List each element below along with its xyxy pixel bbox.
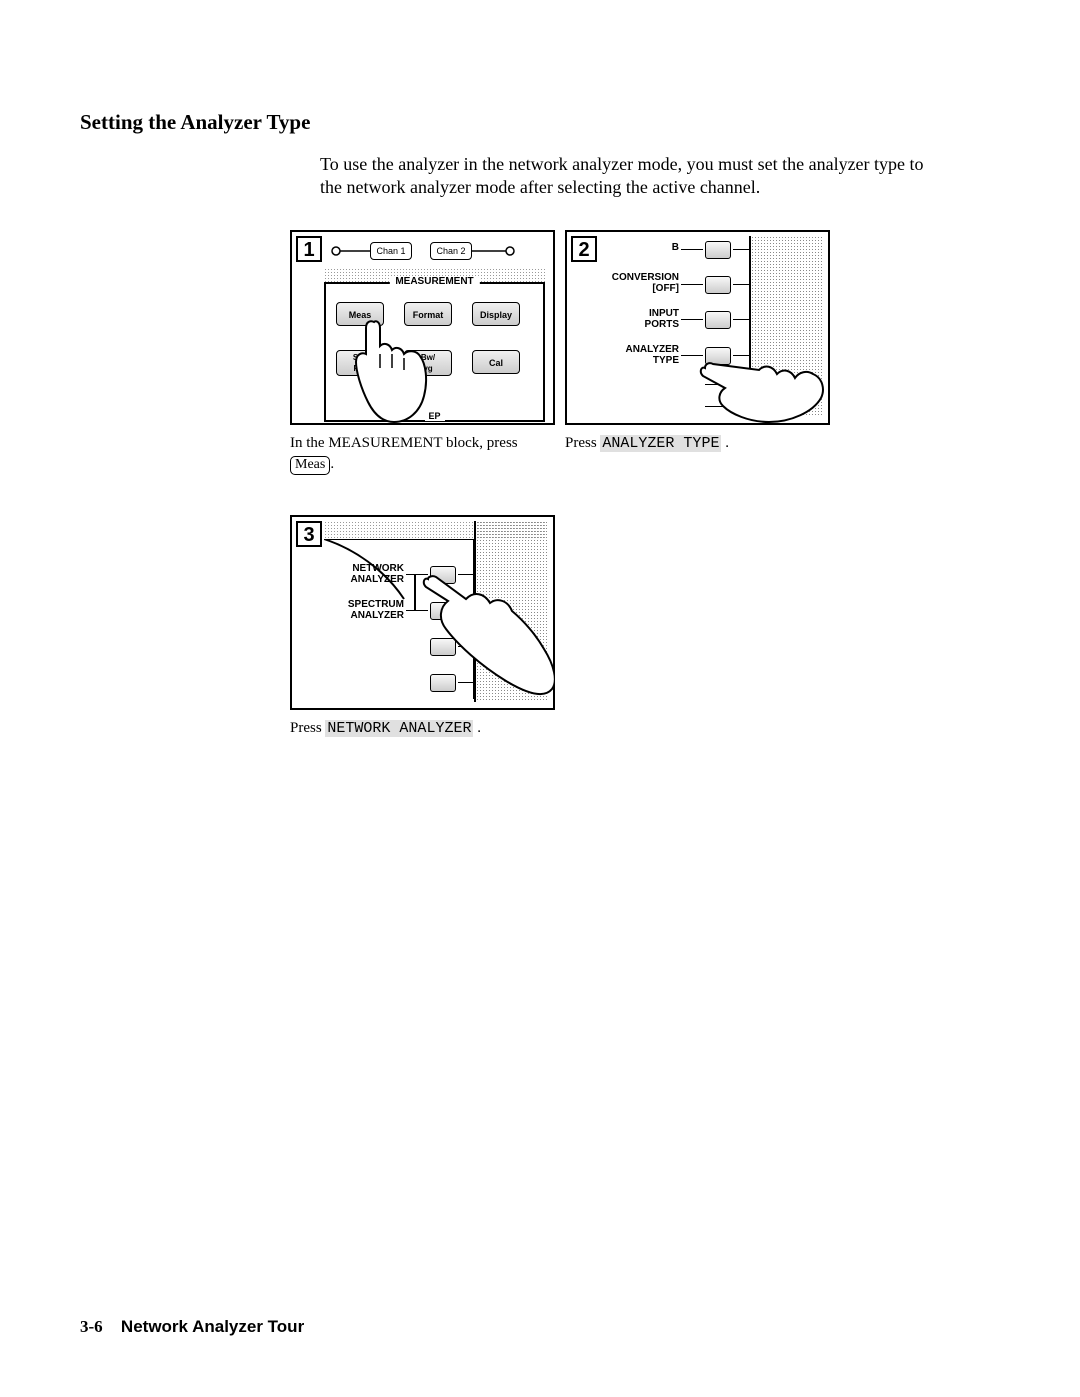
footer-title: Network Analyzer Tour [121, 1317, 304, 1336]
input-ports-label: INPUT PORTS [601, 308, 679, 330]
intro-paragraph: To use the analyzer in the network analy… [320, 153, 940, 200]
analyzer-type-label: ANALYZER TYPE [601, 344, 679, 366]
figures-row-1: 1 Chan 1 Chan 2 MEASUREMENT Meas Format … [290, 230, 1000, 425]
connector-line [414, 574, 416, 610]
page-number: 3-6 [80, 1317, 103, 1336]
step-badge-2: 2 [571, 236, 597, 262]
caption-2: Press ANALYZER TYPE . [565, 433, 830, 475]
caption-3: Press NETWORK ANALYZER . [290, 718, 555, 739]
network-analyzer-key: NETWORK ANALYZER [325, 720, 473, 737]
page-footer: 3-6 Network Analyzer Tour [80, 1317, 304, 1337]
caption-1-post: . [330, 456, 334, 472]
captions-row-2: Press NETWORK ANALYZER . [290, 718, 1000, 739]
conversion-label: CONVERSION[OFF] [601, 272, 679, 294]
network-analyzer-label: NETWORK ANALYZER [326, 563, 404, 585]
figure-1: 1 Chan 1 Chan 2 MEASUREMENT Meas Format … [290, 230, 555, 425]
spectrum-analyzer-label: SPECTRUM ANALYZER [326, 599, 404, 621]
hand-pointer-icon [695, 350, 825, 425]
chan-1-button[interactable]: Chan 1 [370, 242, 412, 260]
step-badge-1: 1 [296, 236, 322, 262]
figure-2: 2 B CONVERSION[OFF] INPUT PORTS ANALYZER… [565, 230, 830, 425]
conversion-text: CONVERSION [612, 272, 679, 283]
display-button[interactable]: Display [472, 302, 520, 326]
softkey-b[interactable] [705, 241, 731, 259]
caption-2-pre: Press [565, 435, 600, 451]
meas-key-icon: Meas [290, 456, 330, 475]
softkey-input-ports[interactable] [705, 311, 731, 329]
caption-1: In the MEASUREMENT block, press Meas. [290, 433, 555, 475]
caption-3-post: . [473, 720, 481, 736]
step-badge-3: 3 [296, 521, 322, 547]
conversion-off-text: [OFF] [652, 283, 679, 294]
connector-line [733, 319, 749, 321]
connector-line [681, 284, 703, 286]
connector-line [681, 249, 703, 251]
softkey-conversion[interactable] [705, 276, 731, 294]
chan-2-button[interactable]: Chan 2 [430, 242, 472, 260]
cal-button[interactable]: Cal [472, 350, 520, 374]
section-title: Setting the Analyzer Type [80, 110, 1000, 135]
captions-row-1: In the MEASUREMENT block, press Meas. Pr… [290, 433, 1000, 475]
figure-3: 3 NETWORK ANALYZER SPECTRUM ANALYZER [290, 515, 555, 710]
analyzer-type-key: ANALYZER TYPE [600, 435, 721, 452]
caption-1-pre: In the MEASUREMENT block, press [290, 435, 518, 451]
caption-2-post: . [721, 435, 729, 451]
hand-pointer-icon [344, 314, 434, 424]
hand-pointer-icon [420, 565, 555, 705]
b-label: B [601, 242, 679, 253]
measurement-label: MEASUREMENT [389, 276, 479, 287]
channel-row: Chan 1 Chan 2 [330, 238, 545, 264]
figures-row-2: 3 NETWORK ANALYZER SPECTRUM ANALYZER [290, 515, 1000, 710]
connector-line [733, 284, 749, 286]
connector-line [733, 249, 749, 251]
caption-3-pre: Press [290, 720, 325, 736]
connector-line [681, 319, 703, 321]
